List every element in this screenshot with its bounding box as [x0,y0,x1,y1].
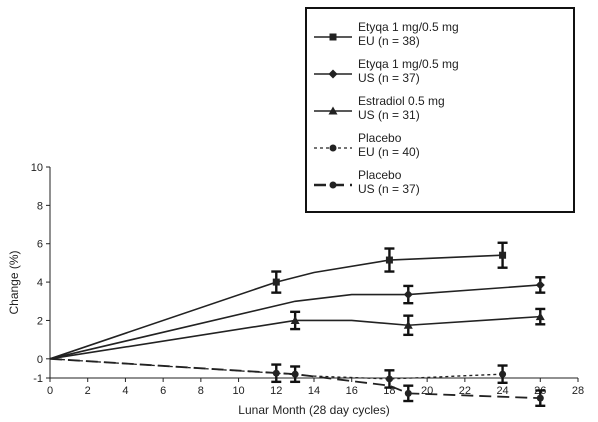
series-3 [49,358,508,389]
y-tick-label: 0 [37,354,43,366]
x-tick-label: 4 [122,385,128,397]
y-tick-label: 2 [37,315,43,327]
legend-label-line2: US (n = 31) [358,108,420,122]
y-tick-label: 8 [37,200,43,212]
series-line [49,357,541,400]
y-tick-label: 6 [37,239,43,251]
x-tick-label: 20 [421,385,433,397]
legend-label-line2: US (n = 37) [358,71,420,85]
x-axis-title: Lunar Month (28 day cycles) [238,403,389,417]
square-marker [385,256,393,264]
legend-label-line2: US (n = 37) [358,182,420,196]
diamond-marker [328,69,338,79]
series-1 [49,276,546,360]
circle-marker [329,181,337,189]
legend-box [305,7,575,213]
series-4 [49,357,546,408]
square-marker [499,251,507,259]
circle-marker [536,394,544,402]
circle-marker [404,389,412,397]
square-marker [272,278,280,286]
triangle-marker [535,312,545,321]
x-tick-label: 14 [308,385,320,397]
x-tick-label: 8 [198,385,204,397]
y-tick-label: -1 [33,373,43,385]
series-group [49,241,546,408]
circle-marker [291,370,299,378]
legend-label-line1: Placebo [358,131,402,145]
x-tick-label: 28 [572,385,584,397]
series-0 [49,241,508,360]
x-tick-label: 2 [85,385,91,397]
x-tick-label: 6 [160,385,166,397]
y-tick-label: 10 [31,162,43,174]
y-axis-title: Change (%) [7,250,21,314]
y-tick-label: 4 [37,277,43,289]
triangle-marker [328,106,338,115]
diamond-marker [535,280,545,290]
circle-marker [385,375,393,383]
legend-label-line1: Estradiol 0.5 mg [358,94,445,108]
series-line [49,315,541,360]
x-tick-label: 10 [232,385,244,397]
legend-label-line2: EU (n = 40) [358,145,420,159]
x-tick-label: 24 [496,385,508,397]
x-tick-label: 0 [47,385,53,397]
series-line [49,254,503,360]
triangle-marker [403,320,413,329]
triangle-marker [290,315,300,324]
square-marker [329,33,337,41]
legend-label-line2: EU (n = 38) [358,34,420,48]
x-tick-label: 12 [270,385,282,397]
circle-marker [329,144,337,152]
series-2 [49,307,546,360]
x-tick-label: 22 [459,385,471,397]
legend-label-line1: Placebo [358,168,402,182]
legend-label-line1: Etyqa 1 mg/0.5 mg [358,20,459,34]
x-tick-label: 16 [346,385,358,397]
series-line [49,284,541,360]
legend-label-line1: Etyqa 1 mg/0.5 mg [358,57,459,71]
circle-marker [499,370,507,378]
diamond-marker [403,290,413,300]
